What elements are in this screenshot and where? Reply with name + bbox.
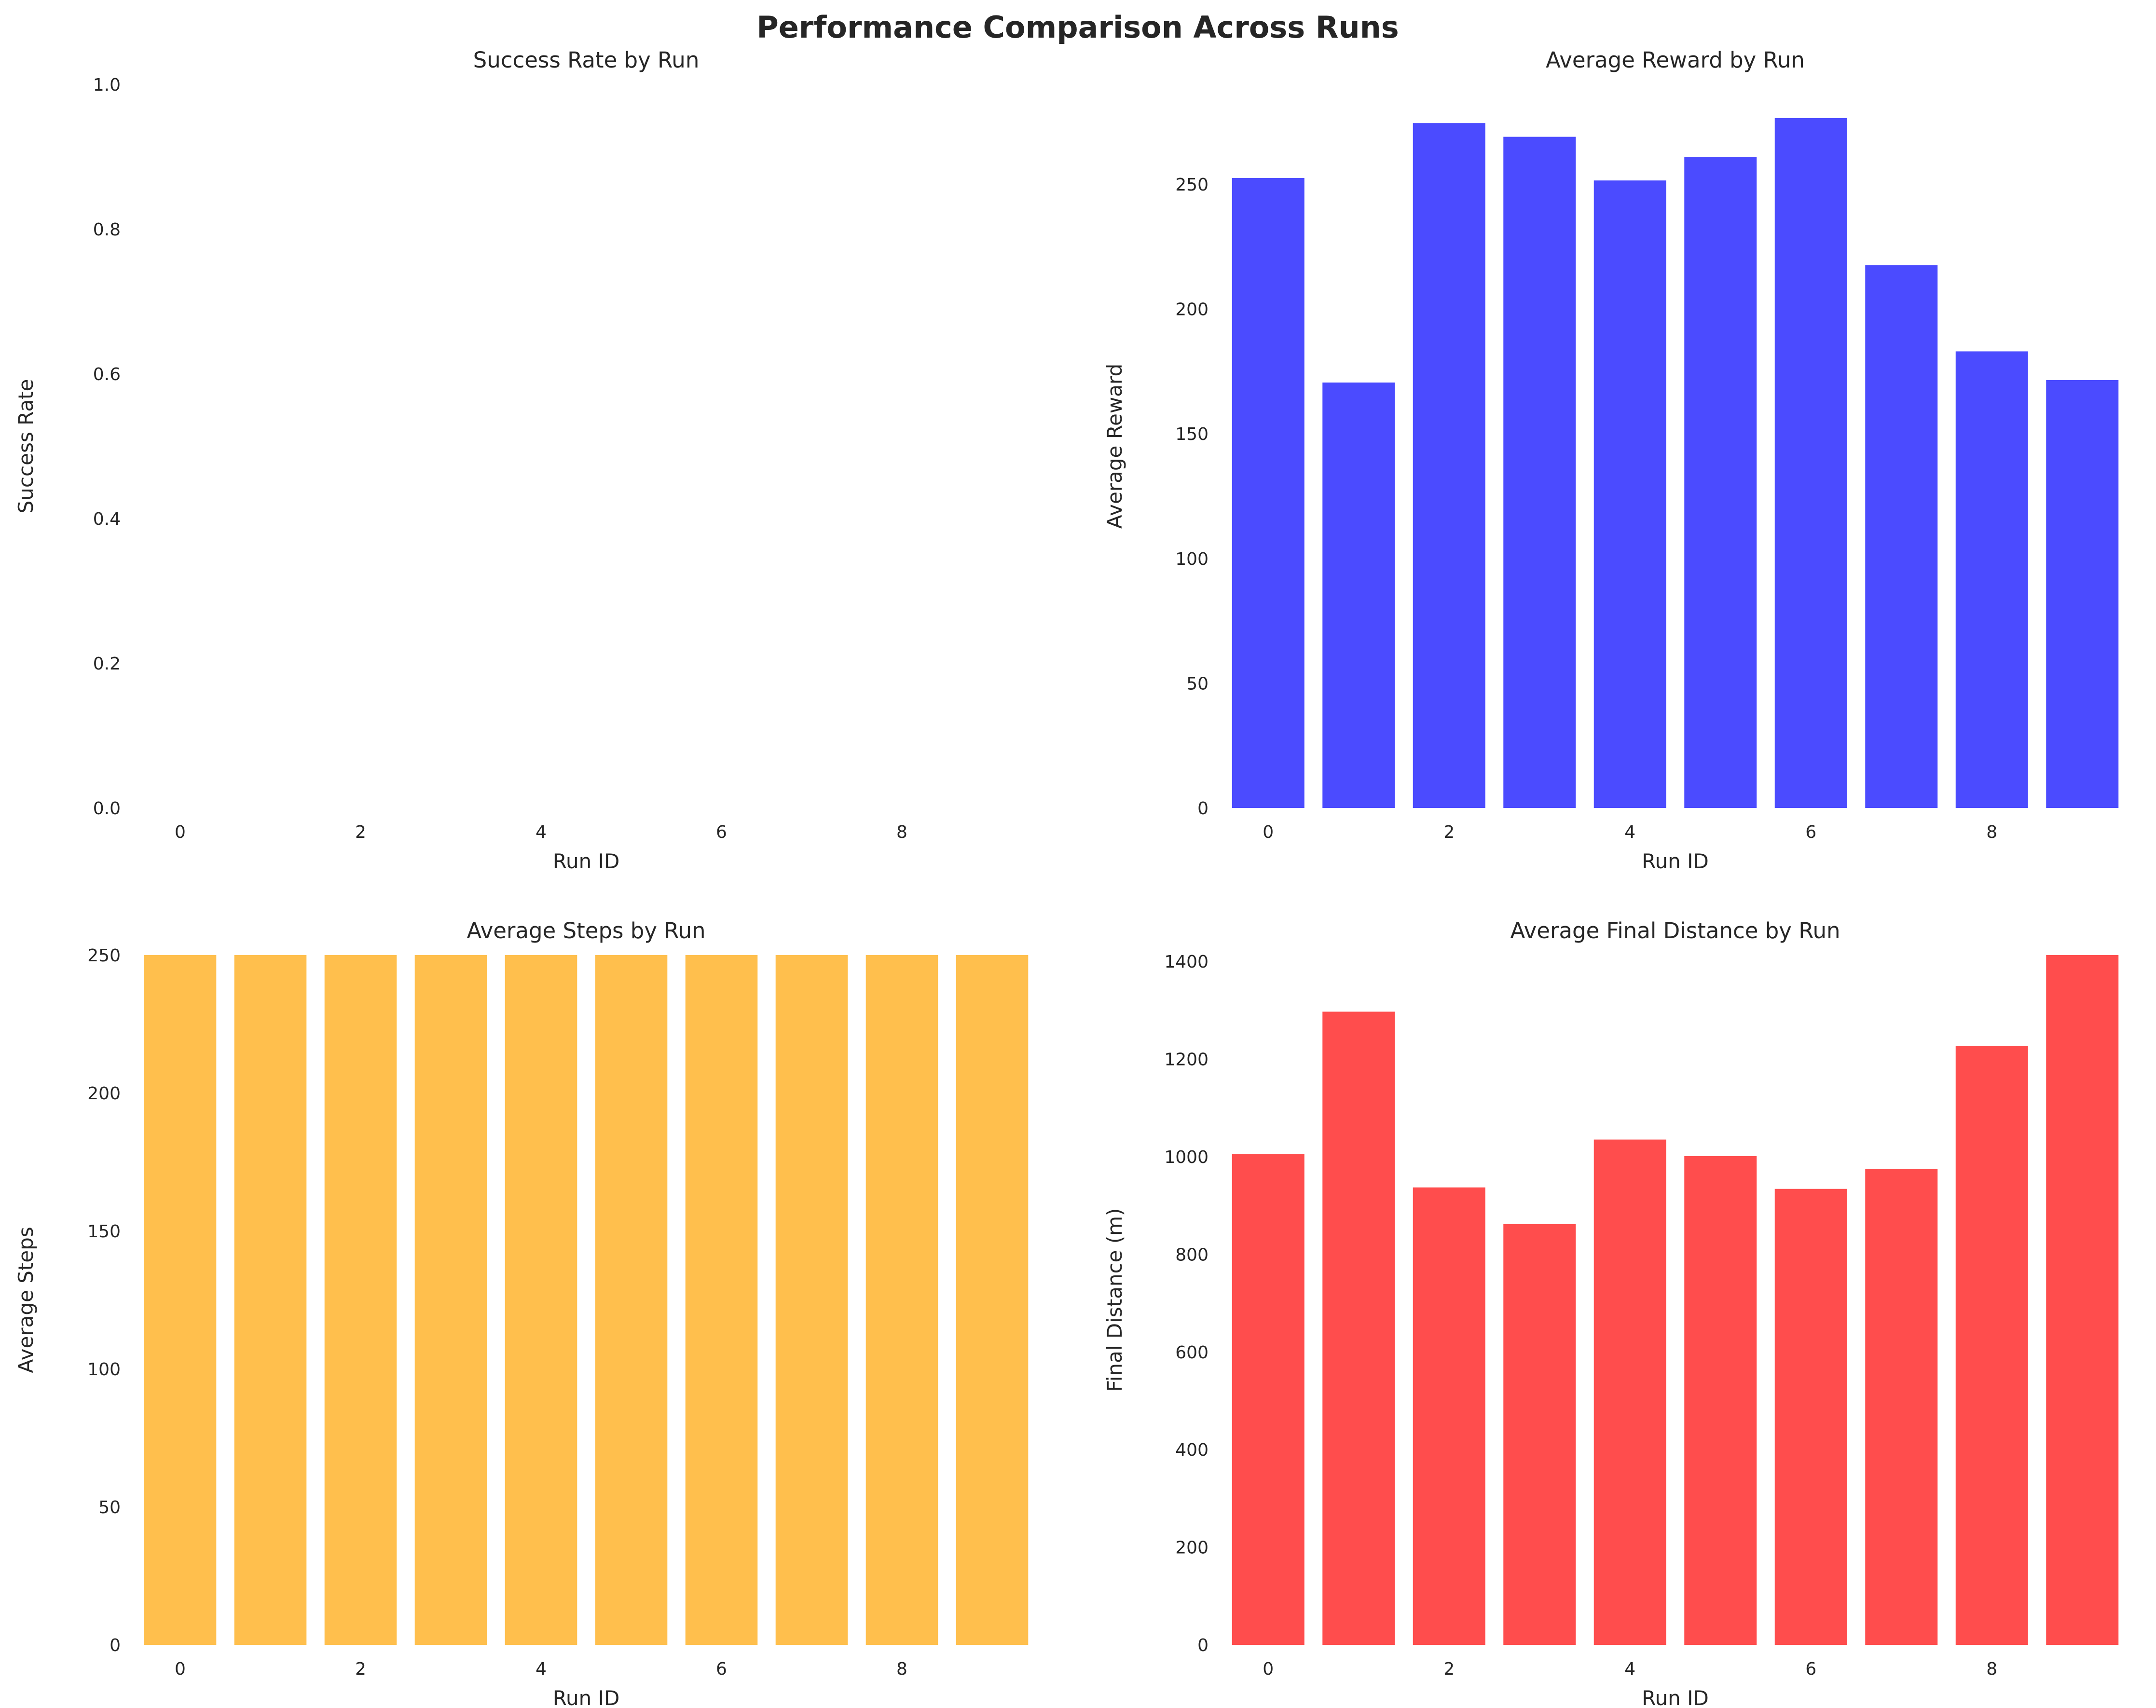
average-reward-y-tick-label: 0 bbox=[1197, 799, 1208, 819]
average-steps-bar-1 bbox=[234, 955, 307, 1645]
average-reward-x-tick-label: 0 bbox=[1263, 822, 1274, 842]
final-distance-x-tick-label: 8 bbox=[1986, 1659, 1997, 1679]
average-steps-chart: Average Steps by Run 0 2 4 6 8 0 50 100 150 200 250… bbox=[14, 918, 1029, 1708]
final-distance-y-tick-label: 0 bbox=[1197, 1636, 1208, 1655]
average-reward-bar-0 bbox=[1232, 178, 1305, 808]
average-steps-bar-9 bbox=[956, 955, 1029, 1645]
average-reward-bar-7 bbox=[1865, 265, 1938, 808]
average-steps-bar-7 bbox=[775, 955, 848, 1645]
success-rate-y-tick-label: 0.2 bbox=[93, 654, 121, 674]
final-distance-bar-4 bbox=[1593, 1139, 1666, 1645]
success-rate-x-tick-label: 8 bbox=[896, 822, 907, 842]
average-reward-y-tick-label: 200 bbox=[1175, 300, 1208, 320]
average-steps-y-tick-label: 150 bbox=[87, 1222, 121, 1242]
final-distance-bar-7 bbox=[1865, 1169, 1938, 1645]
final-distance-y-tick-label: 1200 bbox=[1164, 1050, 1208, 1070]
success-rate-y-axis-label: Success Rate bbox=[14, 379, 38, 514]
average-reward-y-tick-label: 250 bbox=[1175, 175, 1208, 195]
average-reward-y-tick-label: 150 bbox=[1175, 424, 1208, 444]
final-distance-x-tick-label: 2 bbox=[1443, 1659, 1455, 1679]
average-steps-bar-0 bbox=[144, 955, 217, 1645]
success-rate-y-tick-label: 0.0 bbox=[93, 799, 121, 819]
final-distance-bar-8 bbox=[1955, 1046, 2028, 1645]
final-distance-x-axis-label: Run ID bbox=[1642, 1686, 1709, 1708]
average-reward-x-tick-label: 8 bbox=[1986, 822, 1997, 842]
average-steps-title: Average Steps by Run bbox=[467, 918, 705, 943]
average-steps-bar-8 bbox=[865, 955, 938, 1645]
final-distance-y-tick-label: 1400 bbox=[1164, 952, 1208, 972]
final-distance-y-axis-label: Final Distance (m) bbox=[1103, 1208, 1126, 1392]
figure-title: Performance Comparison Across Runs bbox=[756, 10, 1399, 45]
average-steps-x-tick-label: 4 bbox=[536, 1659, 547, 1679]
success-rate-x-axis-label: Run ID bbox=[553, 849, 620, 873]
average-reward-x-tick-label: 4 bbox=[1624, 822, 1635, 842]
average-reward-chart: Average Reward by Run 0 2 4 6 8 0 50 100 150 200 25… bbox=[1103, 47, 2119, 873]
success-rate-x-tick-label: 0 bbox=[175, 822, 186, 842]
average-reward-y-tick-label: 50 bbox=[1186, 674, 1208, 694]
average-reward-bar-8 bbox=[1955, 351, 2028, 808]
average-steps-bar-6 bbox=[685, 955, 758, 1645]
final-distance-y-tick-label: 200 bbox=[1175, 1538, 1208, 1558]
final-distance-bar-9 bbox=[2046, 955, 2119, 1645]
success-rate-x-tick-label: 6 bbox=[716, 822, 727, 842]
success-rate-y-tick-label: 0.4 bbox=[93, 509, 121, 529]
final-distance-x-tick-label: 4 bbox=[1624, 1659, 1635, 1679]
final-distance-y-tick-label: 800 bbox=[1175, 1245, 1208, 1265]
success-rate-y-tick-label: 0.6 bbox=[93, 365, 121, 384]
final-distance-bar-2 bbox=[1413, 1187, 1485, 1645]
final-distance-title: Average Final Distance by Run bbox=[1511, 918, 1840, 943]
average-steps-bar-2 bbox=[324, 955, 397, 1645]
average-steps-bar-3 bbox=[414, 955, 487, 1645]
average-steps-bar-4 bbox=[505, 955, 577, 1645]
final-distance-x-tick-label: 0 bbox=[1263, 1659, 1274, 1679]
average-reward-title: Average Reward by Run bbox=[1546, 47, 1805, 73]
average-reward-x-tick-label: 2 bbox=[1443, 822, 1455, 842]
final-distance-bar-0 bbox=[1232, 1154, 1305, 1645]
average-reward-bar-2 bbox=[1413, 123, 1485, 808]
average-reward-bar-3 bbox=[1503, 137, 1576, 808]
average-steps-bar-5 bbox=[595, 955, 668, 1645]
average-steps-y-tick-label: 200 bbox=[87, 1084, 121, 1104]
success-rate-chart: Success Rate by Run 0 2 4 6 8 0.0 0.2 0.4 0.6 0.8 1… bbox=[14, 47, 907, 873]
final-distance-y-tick-label: 1000 bbox=[1164, 1148, 1208, 1167]
success-rate-x-tick-label: 2 bbox=[355, 822, 366, 842]
average-reward-bar-1 bbox=[1322, 383, 1395, 808]
success-rate-title: Success Rate by Run bbox=[473, 47, 700, 73]
final-distance-bar-3 bbox=[1503, 1224, 1576, 1645]
average-steps-y-tick-label: 0 bbox=[110, 1636, 121, 1655]
average-reward-y-axis-label: Average Reward bbox=[1103, 364, 1126, 529]
average-steps-x-tick-label: 6 bbox=[716, 1659, 727, 1679]
final-distance-chart: Average Final Distance by Run 0 2 4 6 8 0 200 40… bbox=[1103, 918, 2119, 1708]
success-rate-y-tick-label: 1.0 bbox=[93, 75, 121, 95]
final-distance-x-tick-label: 6 bbox=[1805, 1659, 1816, 1679]
average-steps-y-tick-label: 250 bbox=[87, 946, 121, 966]
final-distance-y-tick-label: 400 bbox=[1175, 1440, 1208, 1460]
average-steps-x-tick-label: 2 bbox=[355, 1659, 366, 1679]
final-distance-bar-1 bbox=[1322, 1011, 1395, 1645]
average-reward-x-tick-label: 6 bbox=[1805, 822, 1816, 842]
final-distance-y-tick-label: 600 bbox=[1175, 1343, 1208, 1363]
average-reward-bar-9 bbox=[2046, 380, 2119, 808]
average-reward-bar-6 bbox=[1774, 118, 1847, 808]
average-reward-bar-5 bbox=[1684, 157, 1757, 808]
average-steps-y-tick-label: 50 bbox=[98, 1498, 121, 1517]
average-steps-y-tick-label: 100 bbox=[87, 1360, 121, 1380]
success-rate-y-tick-label: 0.8 bbox=[93, 220, 121, 240]
average-steps-x-tick-label: 0 bbox=[175, 1659, 186, 1679]
final-distance-bar-6 bbox=[1774, 1189, 1847, 1645]
average-reward-x-axis-label: Run ID bbox=[1642, 849, 1709, 873]
average-steps-x-axis-label: Run ID bbox=[553, 1686, 620, 1708]
average-reward-bar-4 bbox=[1593, 180, 1666, 808]
average-steps-x-tick-label: 8 bbox=[896, 1659, 907, 1679]
average-steps-y-axis-label: Average Steps bbox=[14, 1227, 38, 1373]
success-rate-x-tick-label: 4 bbox=[536, 822, 547, 842]
average-reward-y-tick-label: 100 bbox=[1175, 549, 1208, 569]
final-distance-bar-5 bbox=[1684, 1156, 1757, 1645]
